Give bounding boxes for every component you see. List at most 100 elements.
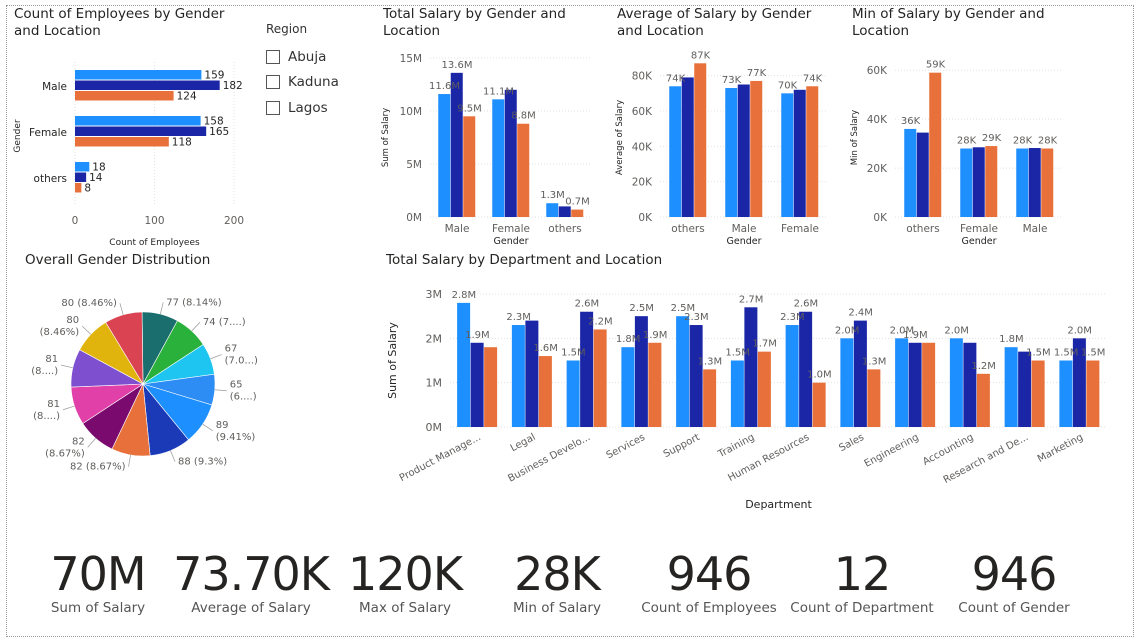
pie-label: 82 (8.67%) — [70, 462, 126, 473]
x-tick-label: Sales — [837, 432, 866, 454]
bar — [1016, 148, 1029, 217]
bar — [580, 311, 594, 427]
data-label: 13.6M — [442, 60, 473, 71]
bar — [689, 325, 703, 427]
checkbox-icon[interactable] — [266, 49, 280, 64]
data-label: 18 — [92, 162, 105, 174]
bar — [694, 63, 707, 217]
kpi-value: 946 — [666, 547, 753, 601]
data-label: 29K — [982, 133, 1002, 144]
x-tick-label: Marketing — [1036, 432, 1085, 465]
kpi-max-salary: 120K Max of Salary — [325, 548, 485, 616]
kpi-label: Average of Salary — [191, 600, 311, 616]
bar — [1041, 148, 1054, 217]
bar — [793, 89, 806, 217]
checkbox-icon[interactable] — [266, 75, 280, 90]
y-axis-title: Gender — [13, 119, 23, 152]
pie-label: 81 (8....) — [33, 399, 60, 422]
y-tick-label: 0K — [873, 212, 888, 224]
kpi-label: Sum of Salary — [50, 600, 146, 616]
bar — [916, 132, 929, 217]
bar — [972, 147, 985, 217]
data-label: 182 — [223, 80, 243, 92]
y-tick-label: 0M — [406, 212, 422, 224]
data-label: 118 — [172, 137, 192, 149]
bar — [963, 342, 977, 427]
data-label: 36K — [901, 116, 921, 127]
pie-label: 80 (8.46%) — [61, 298, 117, 309]
data-label: 2.2M — [588, 316, 613, 327]
bar — [757, 351, 771, 427]
data-label: 1.8M — [616, 334, 641, 345]
bar — [750, 80, 763, 217]
slicer-item-abuja[interactable]: Abuja — [266, 44, 339, 70]
x-axis-title: Gender — [493, 236, 528, 247]
bar — [438, 94, 451, 217]
x-axis-title: Count of Employees — [109, 238, 200, 248]
bar — [511, 325, 525, 427]
x-tick-label: others — [548, 223, 581, 235]
slicer-item-kaduna[interactable]: Kaduna — [266, 70, 339, 96]
y-tick-label: 60K — [867, 65, 888, 77]
data-label: 28K — [957, 136, 977, 147]
data-label: 159 — [204, 70, 224, 82]
bar — [725, 88, 738, 218]
data-label: 1.3M — [698, 356, 723, 367]
checkbox-icon[interactable] — [266, 100, 280, 115]
pie-label: 89 (9.41%) — [216, 420, 256, 443]
bar — [634, 316, 648, 427]
x-tick-label: Training — [716, 432, 757, 461]
y-tick-label: 10M — [400, 106, 422, 118]
bar — [504, 89, 517, 217]
bar — [853, 320, 867, 427]
kpi-value: 12 — [833, 547, 892, 601]
kpi-value: 120K — [348, 547, 463, 601]
avg-by-gender-title: Average of Salary by Gender and Location — [617, 6, 812, 39]
data-label: 14 — [89, 172, 103, 184]
data-label: 1.8M — [999, 334, 1024, 345]
data-label: 1.3M — [540, 190, 565, 201]
data-label: 165 — [209, 126, 229, 138]
bar — [75, 91, 174, 101]
data-label: 87K — [691, 50, 711, 61]
bar — [1031, 360, 1045, 427]
data-label: 1.5M — [1026, 348, 1051, 359]
bar — [75, 126, 207, 136]
leader-line — [202, 423, 213, 432]
y-tick-label: 1M — [426, 377, 443, 390]
bar — [75, 183, 82, 193]
bar — [546, 203, 559, 217]
bar — [1059, 360, 1073, 427]
min-by-gender-chart: 0K 20K 40K 60K 36K 59K others 28K 29K Female 28K 28… — [850, 60, 1063, 247]
leader-line — [210, 354, 222, 360]
kpi-sum-salary: 70M Sum of Salary — [18, 548, 178, 616]
y-axis-title: Sum of Salary — [386, 322, 399, 399]
slicer-item-label: Lagos — [288, 99, 328, 116]
bar — [744, 307, 758, 427]
bar — [75, 116, 201, 126]
bar — [463, 116, 476, 217]
bar — [904, 128, 917, 217]
dept-title: Total Salary by Department and Location — [386, 252, 663, 268]
bar — [525, 320, 539, 427]
data-label: 2.3M — [684, 312, 709, 323]
pie-slice — [105, 311, 144, 386]
data-label: 74K — [666, 73, 686, 84]
y-tick-label: 5M — [406, 159, 422, 171]
data-label: 11.6M — [429, 81, 460, 92]
leader-line — [214, 389, 227, 392]
bar — [648, 342, 662, 427]
data-label: 124 — [177, 91, 197, 103]
data-label: 1.5M — [561, 348, 586, 359]
data-label: 2.6M — [575, 299, 600, 310]
bar — [517, 123, 530, 217]
slicer-item-lagos[interactable]: Lagos — [266, 95, 339, 121]
x-tick-label: Male — [732, 223, 757, 235]
data-label: 1.9M — [465, 330, 490, 341]
leader-line — [159, 302, 164, 315]
data-label: 1.5M — [725, 348, 750, 359]
data-label: 1.3M — [862, 356, 887, 367]
pie-label: 82 (8.67%) — [45, 436, 85, 459]
bar — [806, 86, 819, 217]
